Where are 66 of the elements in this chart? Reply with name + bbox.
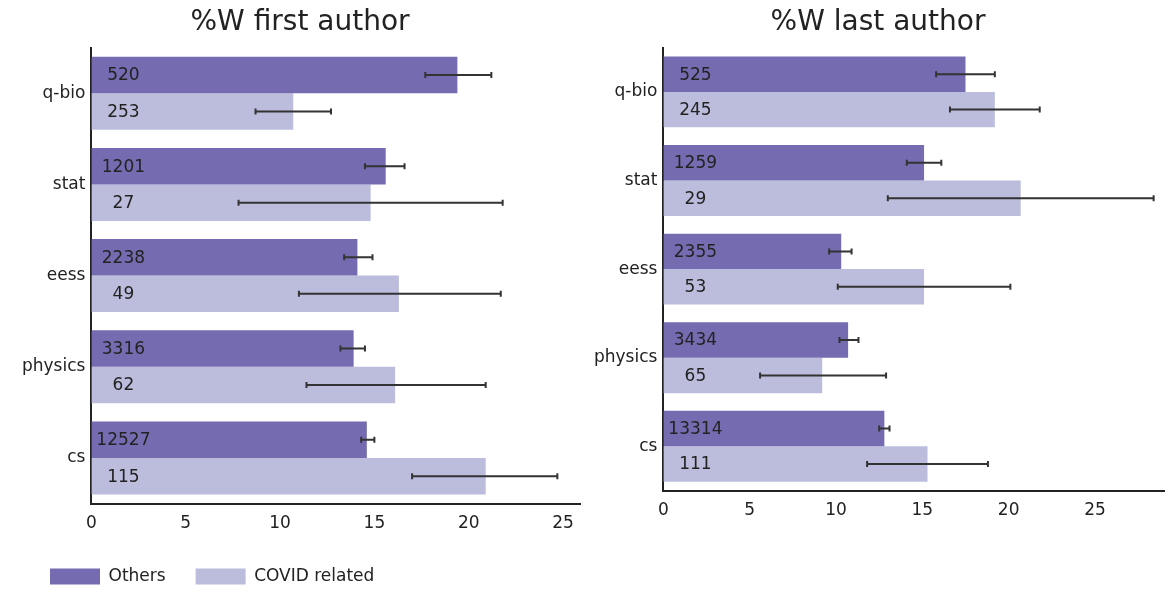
- annotation: 111: [679, 453, 712, 474]
- annotation: 65: [684, 364, 707, 385]
- bar: [91, 275, 399, 313]
- bar: [91, 93, 294, 130]
- bar: [91, 147, 386, 185]
- bar: [663, 233, 842, 270]
- annotation: 62: [112, 374, 135, 395]
- annotation: 115: [107, 465, 140, 486]
- annotation: 13314: [668, 418, 723, 438]
- annotation: 29: [684, 187, 707, 208]
- annotation: 520: [107, 64, 140, 85]
- bar: [663, 180, 1021, 216]
- x-tick-label: 0: [658, 499, 669, 520]
- annotation: 27: [112, 192, 135, 213]
- bar: [91, 366, 396, 404]
- y-tick-label: stat: [52, 172, 86, 193]
- annotation: 3434: [673, 329, 718, 350]
- x-tick-label: 0: [86, 512, 97, 533]
- annotation: 49: [112, 283, 135, 304]
- bar: [663, 446, 928, 482]
- x-tick-label: 20: [457, 512, 480, 533]
- y-tick-label: eess: [46, 264, 86, 285]
- x-tick-label: 25: [1084, 499, 1106, 520]
- annotation: 2238: [101, 246, 146, 267]
- annotation: 253: [107, 100, 140, 121]
- chart-title: %W first author: [190, 4, 411, 38]
- bar: [91, 330, 354, 367]
- bar: [91, 458, 486, 495]
- y-tick-label: physics: [593, 346, 658, 367]
- bar: [91, 421, 367, 458]
- bar: [91, 184, 371, 221]
- bar: [91, 56, 458, 94]
- y-tick-label: physics: [21, 355, 86, 376]
- bar: [663, 322, 849, 358]
- bar: [663, 410, 885, 447]
- annotation: 3316: [101, 337, 146, 358]
- y-tick-label: cs: [67, 446, 86, 467]
- y-tick-label: eess: [618, 257, 658, 278]
- x-tick-label: 10: [825, 499, 847, 520]
- x-tick-label: 25: [552, 512, 574, 533]
- annotation: 1201: [101, 155, 146, 176]
- annotation: 525: [679, 63, 712, 84]
- y-tick-label: q-bio: [614, 80, 658, 101]
- bar: [663, 357, 823, 394]
- legend-label: Others: [108, 564, 166, 585]
- x-tick-label: 20: [997, 499, 1020, 520]
- annotation: 12527: [96, 429, 151, 450]
- annotation: 2355: [673, 240, 718, 261]
- y-tick-label: q-bio: [42, 81, 86, 102]
- legend-label: COVID related: [254, 564, 375, 585]
- bar: [663, 56, 966, 92]
- annotation: 1259: [673, 152, 718, 173]
- x-tick-label: 15: [911, 499, 934, 520]
- x-tick-label: 15: [363, 512, 386, 533]
- chart-title: %W last author: [770, 4, 986, 38]
- annotation: 53: [684, 276, 707, 297]
- bar: [91, 239, 358, 276]
- bar: [663, 269, 925, 305]
- x-tick-label: 5: [744, 499, 756, 520]
- bar: [663, 145, 925, 181]
- y-tick-label: stat: [624, 168, 658, 189]
- x-tick-label: 10: [269, 512, 291, 533]
- y-tick-label: cs: [639, 434, 658, 455]
- bar: [663, 91, 995, 128]
- annotation: 245: [679, 99, 712, 120]
- x-tick-label: 5: [180, 512, 192, 533]
